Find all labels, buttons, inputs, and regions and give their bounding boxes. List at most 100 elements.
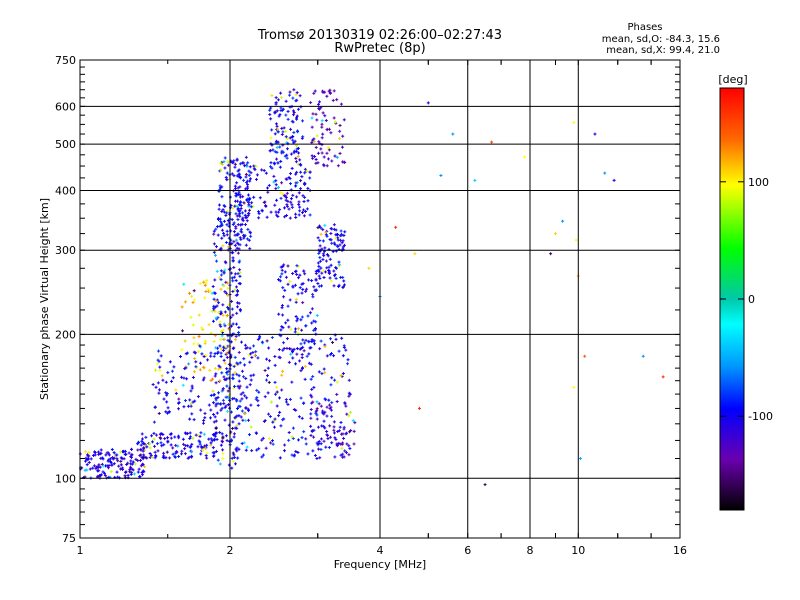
data-point [282,126,286,130]
data-point [289,327,293,331]
data-point [160,374,164,378]
data-point [325,94,329,98]
data-point [194,365,198,369]
data-point [289,200,293,204]
data-point [230,466,234,470]
data-point [216,395,220,399]
data-point [190,450,194,454]
data-point [331,98,335,102]
data-point [341,134,345,138]
data-point [317,106,321,110]
data-point [168,360,172,364]
data-point [183,452,187,456]
data-point [417,406,421,410]
data-point [333,378,337,382]
data-point [337,263,341,267]
data-point [324,259,328,263]
data-point [337,260,341,264]
data-point [304,289,308,293]
data-point [281,130,285,134]
data-point [237,404,241,408]
data-point [314,277,318,281]
data-point [310,125,314,129]
data-point [233,184,237,188]
data-point [193,399,197,403]
data-point [232,346,236,350]
data-point [311,156,315,160]
data-point [238,274,242,278]
data-point [340,145,344,149]
data-point [243,209,247,213]
data-point [276,130,280,134]
data-point [266,190,270,194]
data-point [232,159,236,163]
data-point [175,450,179,454]
data-point [327,148,331,152]
data-point [270,166,274,170]
data-point [201,327,205,331]
data-point [225,209,229,213]
data-point [219,402,223,406]
data-point [280,268,284,272]
data-point [264,171,268,175]
data-point [126,461,130,465]
data-point [246,418,250,422]
data-point [173,435,177,439]
data-point [230,172,234,176]
data-point [223,156,227,160]
data-point [243,164,247,168]
data-point [232,432,236,436]
data-point [158,368,162,372]
data-point [315,400,319,404]
data-point [249,177,253,181]
data-point [312,435,316,439]
data-point [237,379,241,383]
data-point [394,225,398,229]
data-point [294,215,298,219]
data-point [328,276,332,280]
data-point [322,163,326,167]
data-point [172,365,176,369]
data-point [233,416,237,420]
data-point [156,381,160,385]
data-point [235,181,239,185]
data-point [219,354,223,358]
data-point [230,242,234,246]
data-point [335,443,339,447]
data-point [218,379,222,383]
data-point [291,436,295,440]
data-point [209,354,213,358]
data-point [574,238,578,242]
data-point [336,245,340,249]
data-point [222,210,226,214]
data-point [276,98,280,102]
data-point [334,236,338,240]
data-point [184,352,188,356]
data-point [210,439,214,443]
data-point [234,225,238,229]
data-point [299,342,303,346]
data-point [244,406,248,410]
data-point [248,383,252,387]
data-point [182,282,186,286]
data-point [177,454,181,458]
data-point [151,382,155,386]
data-point [249,425,253,429]
data-point [345,442,349,446]
data-point [234,334,238,338]
data-point [219,161,223,165]
data-point [252,164,256,168]
data-point [284,195,288,199]
data-point [286,304,290,308]
data-point [593,132,597,136]
data-point [219,351,223,355]
data-point [161,378,165,382]
data-point [280,96,284,100]
data-point [202,432,206,436]
data-point [413,252,417,256]
data-point [205,278,209,282]
data-point [299,187,303,191]
data-point [292,110,296,114]
data-point [204,354,208,358]
